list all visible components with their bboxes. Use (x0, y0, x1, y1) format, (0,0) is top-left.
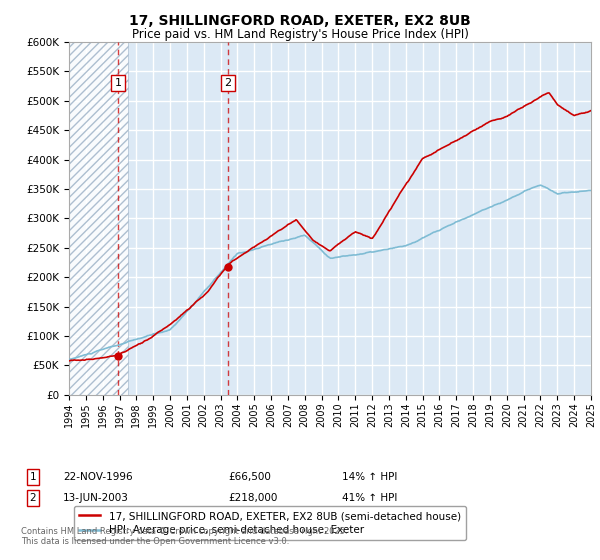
Text: 22-NOV-1996: 22-NOV-1996 (63, 472, 133, 482)
Text: Price paid vs. HM Land Registry's House Price Index (HPI): Price paid vs. HM Land Registry's House … (131, 28, 469, 41)
Text: 2: 2 (224, 78, 232, 88)
Text: £218,000: £218,000 (228, 493, 277, 503)
Bar (69, 42, 128, 395)
Text: 17, SHILLINGFORD ROAD, EXETER, EX2 8UB: 17, SHILLINGFORD ROAD, EXETER, EX2 8UB (129, 14, 471, 28)
Legend: 17, SHILLINGFORD ROAD, EXETER, EX2 8UB (semi-detached house), HPI: Average price: 17, SHILLINGFORD ROAD, EXETER, EX2 8UB (… (74, 506, 466, 540)
Text: £66,500: £66,500 (228, 472, 271, 482)
Text: 2: 2 (29, 493, 37, 503)
Text: Contains HM Land Registry data © Crown copyright and database right 2025.
This d: Contains HM Land Registry data © Crown c… (21, 526, 347, 546)
Text: 1: 1 (115, 78, 121, 88)
Text: 1: 1 (29, 472, 37, 482)
Text: 14% ↑ HPI: 14% ↑ HPI (342, 472, 397, 482)
Text: 41% ↑ HPI: 41% ↑ HPI (342, 493, 397, 503)
Text: 13-JUN-2003: 13-JUN-2003 (63, 493, 129, 503)
